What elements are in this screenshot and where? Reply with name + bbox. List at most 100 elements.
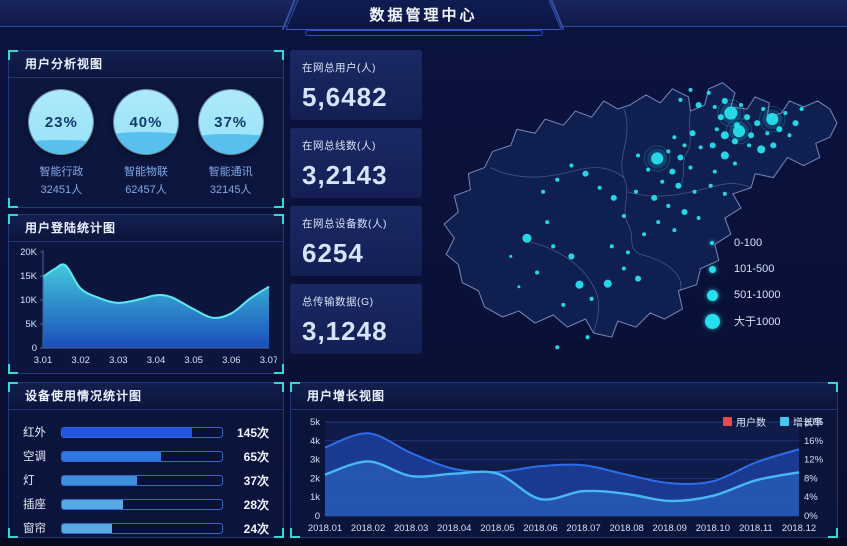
map-bubble — [720, 131, 729, 140]
map-bubble — [597, 185, 602, 190]
device-usage-bar-fill — [62, 427, 192, 437]
map-bubble — [517, 285, 521, 289]
map-bubble — [545, 220, 550, 225]
device-usage-row: 空调 65次 — [23, 444, 269, 468]
map-bubble — [609, 244, 614, 249]
map-bubble — [706, 90, 711, 95]
map-legend-dot — [704, 313, 720, 329]
map-bubble — [672, 228, 677, 233]
map-legend-row: 大于1000 — [704, 308, 804, 334]
svg-text:2k: 2k — [310, 473, 320, 484]
map-bubble — [582, 170, 589, 177]
map-bubble — [555, 345, 560, 350]
map-bubble — [633, 189, 639, 194]
growth-legend-label: 增长率 — [793, 418, 823, 429]
map-bubble — [783, 111, 788, 116]
svg-text:4k: 4k — [310, 436, 320, 447]
map-bubble — [666, 149, 671, 154]
map-legend-dot — [710, 241, 714, 245]
panel-title-user-growth: 用户增长视图 — [291, 383, 837, 410]
map-bubble — [646, 167, 651, 172]
map-bubble — [754, 120, 761, 127]
map-bubble — [761, 107, 766, 112]
map-bubble — [621, 266, 626, 271]
svg-text:20K: 20K — [20, 247, 38, 258]
device-usage-value: 65次 — [243, 449, 269, 464]
liquid-gauge: 40% 智能物联 62457人 — [106, 90, 186, 197]
device-usage-value: 24次 — [243, 521, 269, 536]
gauge-label: 智能行政 — [39, 166, 84, 178]
svg-text:2018.08: 2018.08 — [609, 523, 643, 534]
map-legend-row: 501-1000 — [704, 282, 804, 308]
gauge-percent-value: 40% — [129, 113, 163, 131]
map-bubble — [712, 104, 717, 110]
panel-user-analysis: 用户分析视图 23% 智能行政 32451人 40% 智能物联 62457人 37% 智能通讯… — [8, 50, 284, 208]
device-usage-row: 窗帘 24次 — [23, 516, 269, 540]
region-bubble-map: 0-100 101-500 501-1000 大于1000 — [426, 44, 846, 380]
map-bubble — [541, 189, 546, 194]
svg-text:2018.03: 2018.03 — [394, 523, 428, 534]
growth-area-chart: 0 0% 1k 4% 2k 8% 3k 12% 4k 16% 5k 20% 2018.01 2018.02… — [291, 410, 837, 541]
svg-text:2018.11: 2018.11 — [739, 523, 773, 534]
map-bubble — [721, 97, 728, 104]
svg-text:2018.04: 2018.04 — [437, 523, 471, 534]
svg-text:15K: 15K — [20, 271, 38, 282]
device-usage-bar-track — [61, 426, 223, 438]
svg-text:2018.05: 2018.05 — [480, 523, 514, 534]
map-legend-label: 501-1000 — [734, 289, 781, 301]
growth-legend-item-增长率[interactable]: 增长率 — [780, 414, 823, 429]
map-bubble — [744, 114, 751, 121]
map-bubble — [731, 138, 738, 145]
map-legend-row: 101-500 — [704, 256, 804, 282]
map-bubble — [695, 101, 702, 109]
map-bubble — [722, 191, 727, 196]
svg-text:16%: 16% — [804, 436, 824, 447]
map-legend-dot — [708, 265, 716, 273]
svg-text:3.04: 3.04 — [147, 355, 166, 366]
map-bubble — [709, 142, 716, 149]
footer-strip — [0, 538, 847, 546]
map-bubble — [776, 126, 783, 133]
device-usage-label: 灯 — [23, 475, 35, 487]
svg-text:8%: 8% — [804, 473, 818, 484]
svg-text:0: 0 — [315, 511, 320, 522]
map-bubble-ring — [725, 118, 753, 145]
device-usage-row: 插座 28次 — [23, 492, 269, 516]
map-bubble — [551, 244, 556, 249]
device-usage-label: 空调 — [23, 451, 46, 463]
gauge-label: 智能通讯 — [208, 166, 253, 178]
svg-text:5k: 5k — [310, 417, 320, 428]
map-bubble — [522, 233, 532, 243]
svg-text:2018.10: 2018.10 — [696, 523, 730, 534]
growth-legend-swatch — [780, 417, 789, 426]
map-bubble — [569, 163, 574, 168]
stat-card-value: 3,1248 — [302, 316, 388, 346]
device-usage-value: 28次 — [243, 497, 269, 512]
map-bubble-ring — [644, 145, 671, 172]
device-usage-label: 红外 — [23, 427, 46, 439]
device-usage-value: 37次 — [243, 473, 269, 488]
svg-text:10K: 10K — [20, 295, 38, 306]
svg-text:2018.09: 2018.09 — [653, 523, 687, 534]
map-bubble — [766, 113, 779, 126]
map-bubble — [724, 106, 738, 120]
map-bubble — [672, 135, 677, 140]
map-bubble — [634, 275, 642, 282]
map-bubble — [636, 153, 641, 158]
svg-text:2018.01: 2018.01 — [308, 523, 342, 534]
map-bubble — [770, 142, 777, 149]
map-bubble — [799, 107, 804, 112]
map-bubble — [585, 335, 590, 340]
svg-text:20%: 20% — [804, 417, 824, 428]
gauge-liquid-fill — [29, 139, 94, 154]
svg-text:3.05: 3.05 — [184, 355, 203, 366]
liquid-gauge: 37% 智能通讯 32145人 — [191, 90, 271, 197]
map-bubble — [792, 120, 799, 127]
device-usage-row: 灯 37次 — [23, 468, 269, 492]
panel-title-login-stats: 用户登陆统计图 — [9, 215, 283, 242]
map-bubble — [610, 194, 617, 201]
growth-legend-item-用户数[interactable]: 用户数 — [723, 414, 766, 429]
gauge-circle: 37% — [198, 90, 263, 154]
gauge-circle: 23% — [29, 90, 94, 154]
map-bubble-ring — [717, 99, 745, 127]
